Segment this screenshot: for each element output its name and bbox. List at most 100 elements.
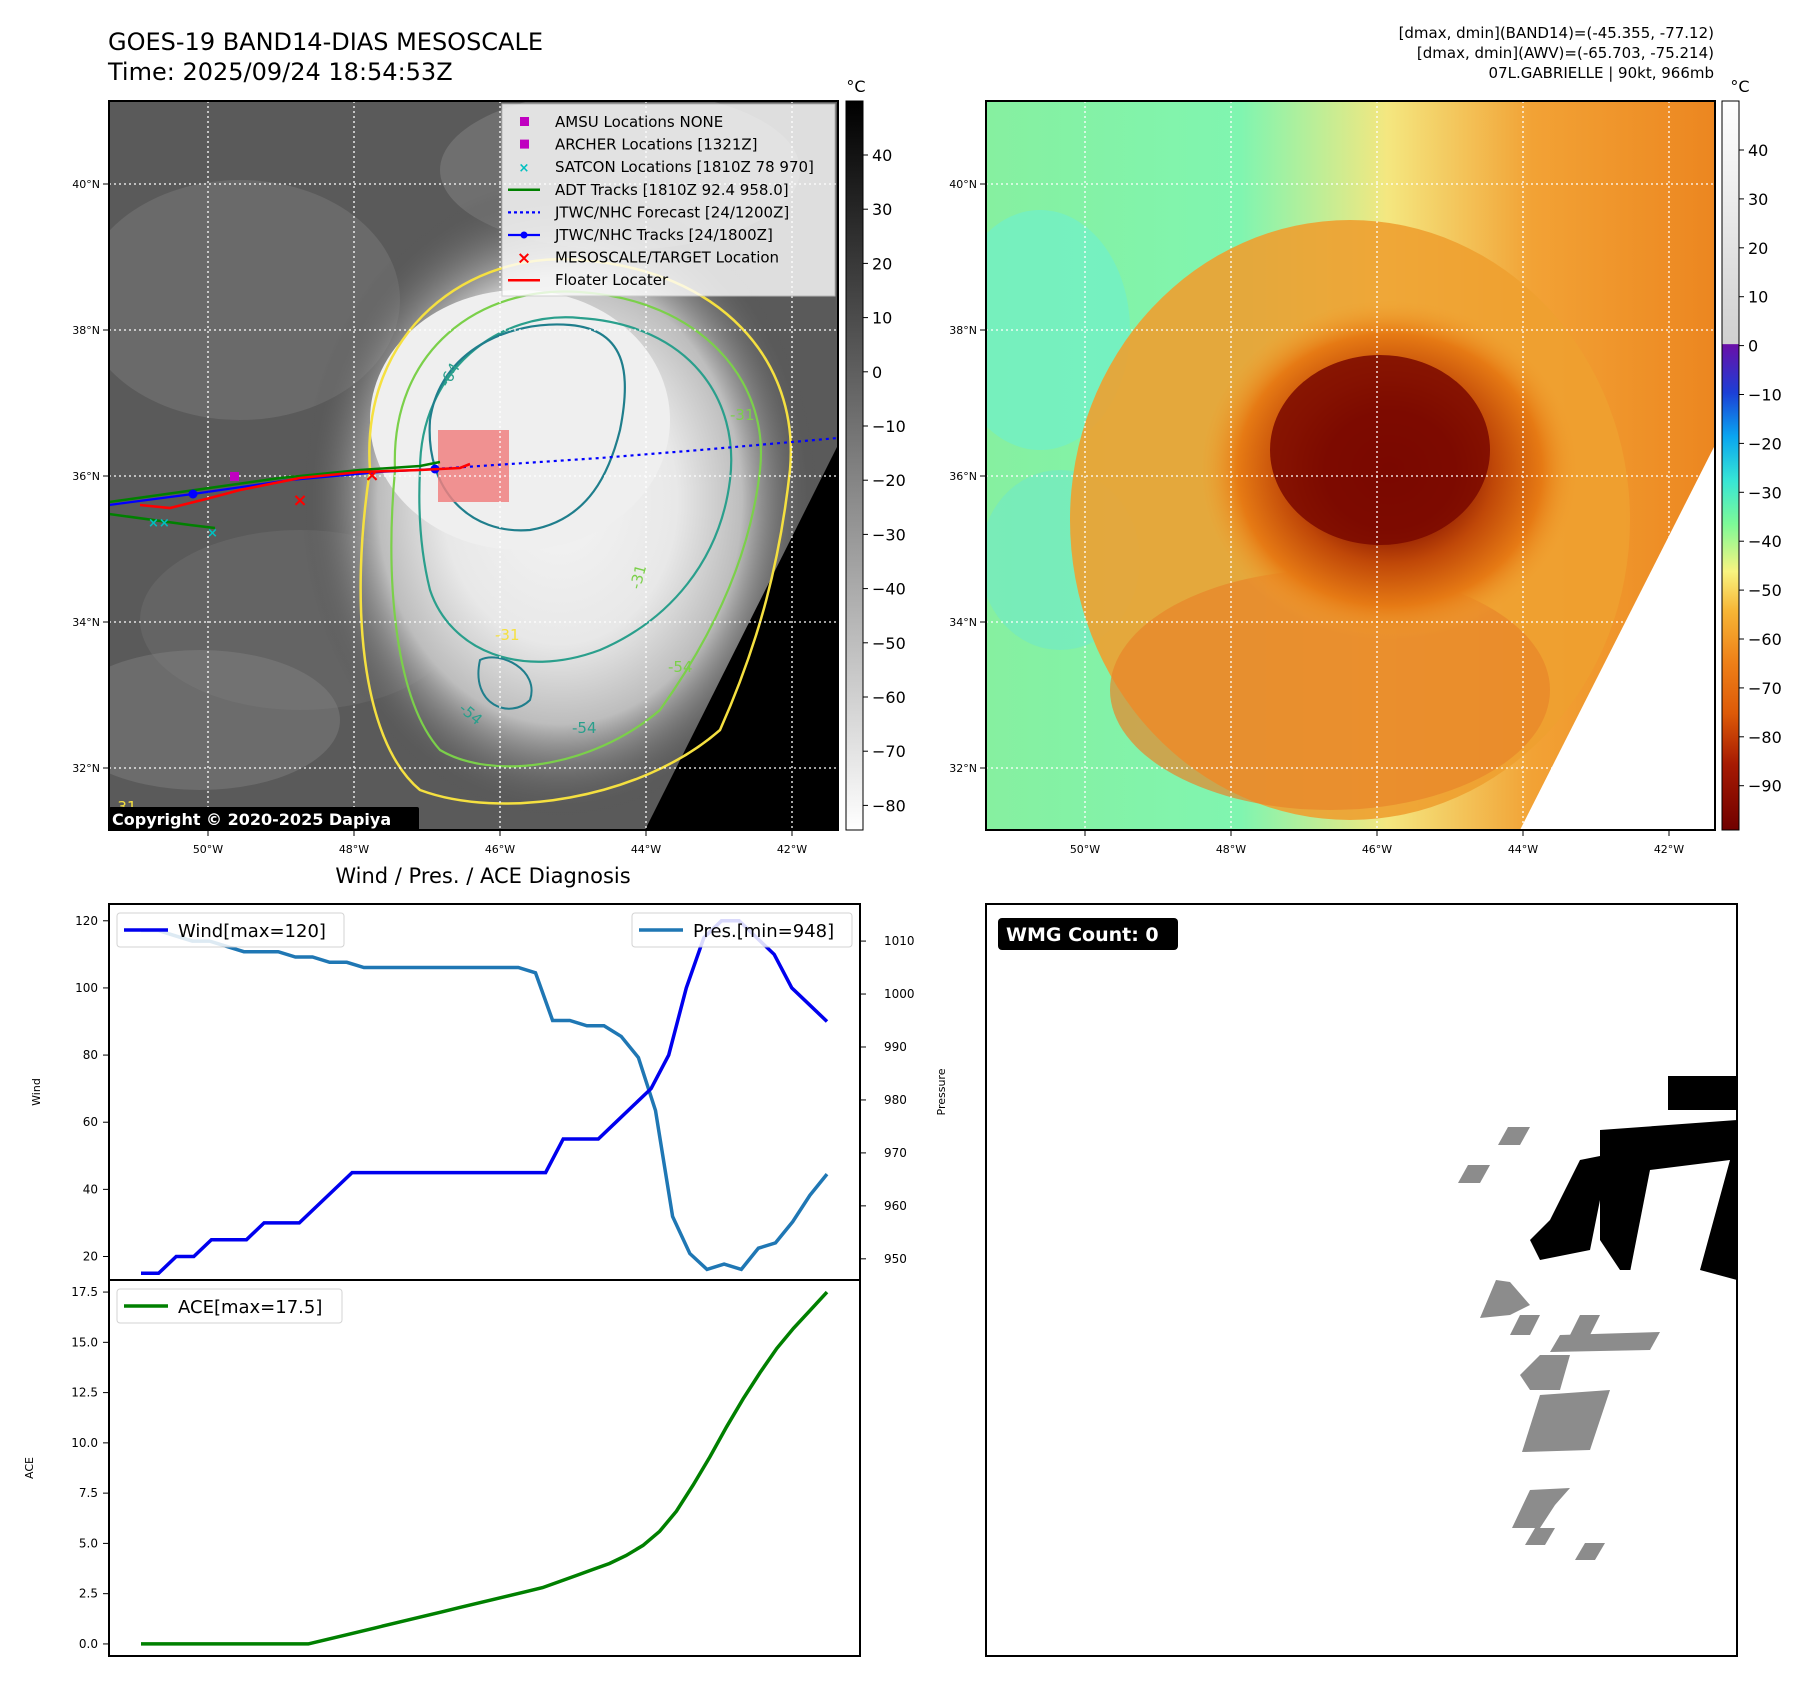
color-colorbar-ticks: 40 30 20 10 0 −10 −20 −30 −40 −50 −60 −70 −80 −90 <box>1739 141 1782 796</box>
color-lat-label: 34°N <box>949 616 977 629</box>
pressure-tick-label: 950 <box>884 1252 907 1266</box>
figure-title: GOES-19 BAND14-DIAS MESOSCALE <box>108 28 543 56</box>
color-gridlines <box>986 101 1715 830</box>
colorbar-tick-label: −20 <box>872 471 906 490</box>
color-lon-label: 42°W <box>1654 843 1684 856</box>
legend-entry: × SATCON Locations [1810Z 78 970] <box>519 158 814 176</box>
ace-series-line <box>141 1290 829 1646</box>
colorbar-tick-label: −60 <box>1748 630 1782 649</box>
colorbar-tick-label: −60 <box>872 688 906 707</box>
wind-ticks: 20 40 60 80 100 120 <box>75 914 109 1264</box>
ir-lat-label: 40°N <box>72 178 100 191</box>
ace-tick-label: 0.0 <box>79 1637 98 1651</box>
color-lon-label: 44°W <box>1508 843 1538 856</box>
colorbar-tick-label: −30 <box>872 525 906 544</box>
copyright-text: Copyright © 2020-2025 Dapiya <box>112 810 391 829</box>
ace-tick-label: 10.0 <box>71 1436 98 1450</box>
ir-lat-label: 32°N <box>72 762 100 775</box>
ace-tick-label: 7.5 <box>79 1486 98 1500</box>
stats-band14: [dmax, dmin](BAND14)=(-45.355, -77.12) <box>1399 24 1714 42</box>
contour-label-7: -54 <box>572 719 597 737</box>
color-lon-label: 50°W <box>1070 843 1100 856</box>
legend-entry: ARCHER Locations [1321Z] <box>520 136 758 154</box>
ace-axis-label: ACE <box>23 1457 36 1479</box>
svg-text:×: × <box>207 526 218 541</box>
legend-label: JTWC/NHC Tracks [24/1800Z] <box>554 226 773 244</box>
no-data-region <box>645 445 838 830</box>
wind-legend-label: Wind[max=120] <box>178 921 326 942</box>
pressure-tick-label: 990 <box>884 1040 907 1054</box>
pressure-legend-label: Pres.[min=948] <box>693 921 834 942</box>
chart-title: Wind / Pres. / ACE Diagnosis <box>335 864 630 888</box>
colorbar-tick-label: −50 <box>1748 581 1782 600</box>
color-colorbar-unit: °C <box>1730 77 1749 96</box>
colorbar-tick-label: −40 <box>872 580 906 599</box>
pressure-tick-label: 1010 <box>884 934 915 948</box>
wmg-frame <box>985 903 1738 1657</box>
colorbar-tick-label: −40 <box>1748 532 1782 551</box>
mesoscale-target-box <box>438 430 509 502</box>
wind-legend <box>116 912 345 948</box>
floater-track <box>139 462 471 510</box>
ir-lat-label: 34°N <box>72 616 100 629</box>
colorbar-tick-label: −70 <box>1748 679 1782 698</box>
svg-text:×: × <box>517 249 531 269</box>
pressure-tick-label: 980 <box>884 1093 907 1107</box>
ir-axis-labels: 50°W 48°W 46°W 44°W 42°W 40°N 38°N 36°N 34°N 32°N <box>72 178 807 856</box>
colorbar-tick-label: 10 <box>872 309 892 328</box>
pressure-axis-label: Pressure <box>935 1068 948 1115</box>
colorbar-tick-label: 0 <box>872 363 882 382</box>
colorbar-tick-label: 40 <box>872 146 892 165</box>
colorbar-tick-label: 20 <box>872 254 892 273</box>
legend-label: Floater Locater <box>555 271 669 289</box>
ace-legend <box>116 1288 343 1324</box>
ir-panel: -64 -31 -31 -31 -54 -54 -54 -31 × × ×× × <box>72 77 906 856</box>
color-axis-labels: 50°W 48°W 46°W 44°W 42°W 40°N 38°N 36°N 34°N 32°N <box>949 178 1684 856</box>
legend-entry: JTWC/NHC Tracks [24/1800Z] <box>508 226 773 244</box>
ir-lon-label: 42°W <box>777 843 807 856</box>
target-marker: × <box>292 490 307 511</box>
copyright-badge <box>109 807 419 831</box>
pressure-tick-label: 960 <box>884 1199 907 1213</box>
contour-label-3: -31 <box>495 626 520 644</box>
colorbar-tick-label: −10 <box>872 417 906 436</box>
wind-pressure-chart: Wind / Pres. / ACE Diagnosis Wind Pressu… <box>30 864 948 1281</box>
ace-chart: ACE 0.0 2.5 5.0 7.5 10.0 12.5 15.0 17.5 ACE[max… <box>23 1279 861 1657</box>
colorbar-tick-label: −80 <box>872 796 906 815</box>
colorbar-tick-label: 10 <box>1748 288 1768 307</box>
legend-label: ARCHER Locations [1321Z] <box>555 136 758 154</box>
pressure-tick-label: 1000 <box>884 987 915 1001</box>
ir-colorbar-ticks: 40 30 20 10 0 −10 −20 −30 −40 −50 −60 −70 −80 <box>863 146 906 815</box>
colorbar-tick-label: 0 <box>1748 337 1758 356</box>
figure-time: Time: 2025/09/24 18:54:53Z <box>107 58 453 86</box>
ir-lon-label: 48°W <box>339 843 369 856</box>
colorbar-tick-label: −20 <box>1748 434 1782 453</box>
pressure-legend <box>631 912 853 948</box>
colorbar-tick-label: 20 <box>1748 239 1768 258</box>
wind-tick-label: 80 <box>83 1048 98 1062</box>
contour-label-2: -31 <box>730 406 755 424</box>
adt-track <box>109 512 216 530</box>
svg-text:×: × <box>364 465 379 486</box>
colorbar-tick-label: −90 <box>1748 777 1782 796</box>
ir-colorbar-unit: °C <box>846 77 865 96</box>
colorbar-tick-label: −10 <box>1748 386 1782 405</box>
wmg-mask-gray <box>1458 1127 1660 1560</box>
archer-marker <box>230 472 239 481</box>
wind-tick-label: 40 <box>83 1182 98 1196</box>
wmg-panel: WMG Count: 0 <box>985 903 1738 1657</box>
legend-entry: ADT Tracks [1810Z 92.4 958.0] <box>508 181 789 199</box>
wmg-count-text: WMG Count: 0 <box>1006 924 1159 946</box>
satcon-marker: ×× <box>148 516 170 531</box>
legend-label: JTWC/NHC Forecast [24/1200Z] <box>554 203 789 221</box>
legend-entry: JTWC/NHC Forecast [24/1200Z] <box>508 203 789 221</box>
colorbar-tick-label: −50 <box>872 634 906 653</box>
wind-tick-label: 100 <box>75 981 98 995</box>
ir-lon-label: 44°W <box>631 843 661 856</box>
ir-lon-label: 46°W <box>485 843 515 856</box>
wind-tick-label: 20 <box>83 1250 98 1264</box>
color-lat-label: 36°N <box>949 470 977 483</box>
color-panel: 50°W 48°W 46°W 44°W 42°W 40°N 38°N 36°N 34°N 32°N… <box>949 77 1782 856</box>
ace-tick-label: 5.0 <box>79 1536 98 1550</box>
